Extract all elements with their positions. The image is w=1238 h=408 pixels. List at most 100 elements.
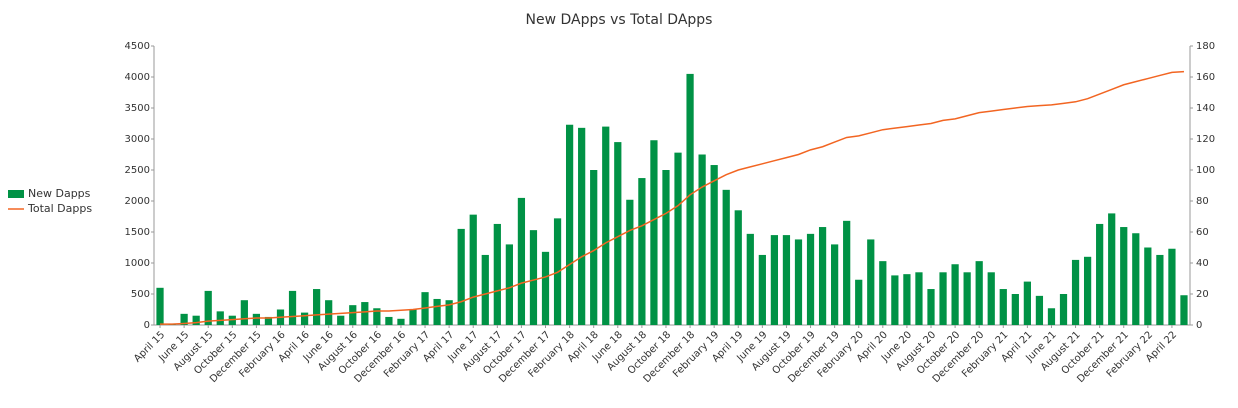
bar xyxy=(590,170,598,325)
y2-tick-label: 80 xyxy=(1196,196,1209,207)
bar xyxy=(397,318,405,325)
bar xyxy=(999,289,1007,325)
bar xyxy=(409,309,417,325)
bar xyxy=(252,313,261,325)
bar xyxy=(481,254,489,325)
bar xyxy=(373,308,381,325)
bar xyxy=(602,126,610,325)
bar xyxy=(385,316,393,325)
bar xyxy=(1035,295,1044,325)
bar xyxy=(770,235,779,325)
bar xyxy=(529,230,538,325)
bar xyxy=(1168,248,1176,325)
bar xyxy=(565,124,574,326)
y-tick-label: 3500 xyxy=(125,103,150,114)
bar xyxy=(505,244,513,325)
bar xyxy=(734,210,742,325)
legend-swatch xyxy=(8,190,24,198)
bar xyxy=(1059,294,1068,325)
bar xyxy=(264,316,273,325)
bar xyxy=(746,233,754,325)
y-tick-label: 4000 xyxy=(125,72,150,83)
bar xyxy=(349,305,357,325)
bar xyxy=(867,239,875,325)
bar xyxy=(831,244,839,325)
bar xyxy=(337,315,345,325)
bar xyxy=(1096,223,1104,325)
y-tick-label: 3000 xyxy=(125,134,150,145)
bar xyxy=(1180,295,1188,325)
y-tick-label: 1500 xyxy=(125,227,150,238)
y2-tick-label: 120 xyxy=(1196,134,1215,145)
bar xyxy=(915,272,923,325)
bar xyxy=(216,311,224,325)
bar xyxy=(493,223,501,325)
bar xyxy=(361,302,369,325)
bar xyxy=(722,189,730,325)
bar xyxy=(650,140,658,325)
bar xyxy=(818,227,827,325)
y2-tick-label: 180 xyxy=(1196,41,1215,52)
bar xyxy=(156,287,164,325)
line xyxy=(160,70,1185,325)
bar xyxy=(300,312,309,325)
y-tick-label: 0 xyxy=(144,320,150,331)
y-tick-label: 2000 xyxy=(125,196,150,207)
chart-title: New DApps vs Total DApps xyxy=(526,12,713,28)
legend-label: New Dapps xyxy=(28,187,91,200)
bar xyxy=(578,127,586,325)
bar xyxy=(1144,247,1152,325)
y-tick-label: 4500 xyxy=(125,41,150,52)
bar xyxy=(445,300,453,325)
bar xyxy=(879,261,887,325)
bar xyxy=(1023,281,1031,325)
bar xyxy=(626,199,634,325)
bar xyxy=(975,261,983,325)
bar xyxy=(228,315,236,325)
bar xyxy=(963,272,971,325)
bar xyxy=(433,298,441,325)
y-tick-label: 1000 xyxy=(125,258,150,269)
y2-tick-label: 160 xyxy=(1196,72,1215,83)
bar xyxy=(204,290,212,325)
bar xyxy=(758,254,766,325)
bar xyxy=(1047,308,1056,325)
bar xyxy=(469,214,477,325)
bar xyxy=(457,228,465,325)
y-tick-label: 500 xyxy=(131,289,150,300)
bar xyxy=(794,239,803,325)
bar xyxy=(541,251,550,325)
bar xyxy=(927,289,935,325)
y2-tick-label: 40 xyxy=(1196,258,1209,269)
bar xyxy=(1108,213,1116,325)
bar xyxy=(638,178,646,325)
bar xyxy=(313,289,321,325)
y-tick-label: 2500 xyxy=(125,165,150,176)
bar xyxy=(891,275,899,325)
bar xyxy=(1156,254,1164,325)
y2-tick-label: 140 xyxy=(1196,103,1215,114)
bar xyxy=(782,235,791,325)
y2-tick-label: 0 xyxy=(1196,320,1202,331)
bar xyxy=(1120,227,1128,325)
bar xyxy=(662,170,670,325)
bar xyxy=(674,152,682,325)
bar xyxy=(1083,256,1092,325)
y2-tick-label: 100 xyxy=(1196,165,1215,176)
bar xyxy=(806,233,815,325)
y2-tick-label: 20 xyxy=(1196,289,1209,300)
bar xyxy=(614,142,622,325)
bar xyxy=(939,272,947,325)
bar xyxy=(1011,294,1019,325)
bar xyxy=(325,300,333,325)
legend-label: Total Dapps xyxy=(27,202,92,215)
bar xyxy=(903,274,911,325)
bar xyxy=(710,165,718,325)
bar xyxy=(192,315,200,325)
bar xyxy=(517,197,526,325)
bar xyxy=(686,73,694,326)
bar xyxy=(843,220,851,325)
bar xyxy=(1071,259,1080,325)
